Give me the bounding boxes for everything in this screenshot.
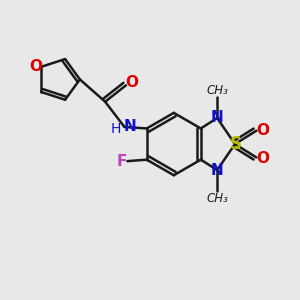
Text: F: F: [117, 154, 127, 169]
Text: CH₃: CH₃: [206, 191, 228, 205]
Text: N: N: [211, 164, 224, 178]
Text: O: O: [29, 59, 42, 74]
Text: O: O: [125, 76, 138, 91]
Text: H: H: [111, 122, 121, 136]
Text: S: S: [230, 135, 242, 153]
Text: N: N: [123, 119, 136, 134]
Text: O: O: [256, 151, 269, 166]
Text: N: N: [211, 110, 224, 125]
Text: CH₃: CH₃: [206, 84, 228, 97]
Text: O: O: [256, 123, 269, 138]
